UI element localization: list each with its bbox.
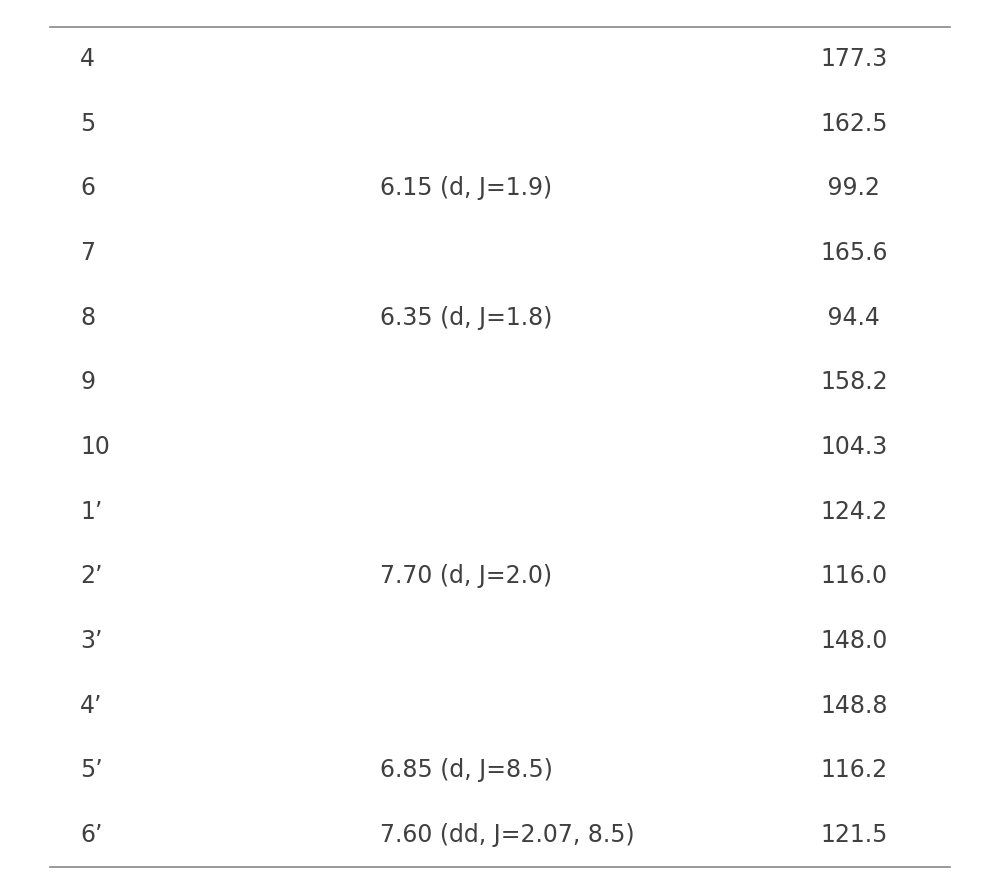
Text: 1’: 1’ (80, 500, 102, 524)
Text: 3’: 3’ (80, 629, 103, 653)
Text: 148.8: 148.8 (820, 694, 888, 718)
Text: 116.2: 116.2 (820, 758, 887, 782)
Text: 8: 8 (80, 305, 95, 329)
Text: 6.35 (d, J=1.8): 6.35 (d, J=1.8) (380, 305, 552, 329)
Text: 7: 7 (80, 241, 95, 265)
Text: 7.60 (dd, J=2.07, 8.5): 7.60 (dd, J=2.07, 8.5) (380, 823, 635, 847)
Text: 116.0: 116.0 (820, 565, 887, 589)
Text: 99.2: 99.2 (820, 176, 880, 200)
Text: 158.2: 158.2 (820, 370, 888, 394)
Text: 5: 5 (80, 112, 95, 135)
Text: 6’: 6’ (80, 823, 103, 847)
Text: 94.4: 94.4 (820, 305, 880, 329)
Text: 177.3: 177.3 (820, 47, 887, 71)
Text: 6: 6 (80, 176, 95, 200)
Text: 2’: 2’ (80, 565, 103, 589)
Text: 5’: 5’ (80, 758, 103, 782)
Text: 121.5: 121.5 (820, 823, 887, 847)
Text: 104.3: 104.3 (820, 435, 887, 459)
Text: 7.70 (d, J=2.0): 7.70 (d, J=2.0) (380, 565, 552, 589)
Text: 162.5: 162.5 (820, 112, 888, 135)
Text: 4’: 4’ (80, 694, 103, 718)
Text: 124.2: 124.2 (820, 500, 887, 524)
Text: 9: 9 (80, 370, 95, 394)
Text: 6.85 (d, J=8.5): 6.85 (d, J=8.5) (380, 758, 553, 782)
Text: 148.0: 148.0 (820, 629, 887, 653)
Text: 4: 4 (80, 47, 95, 71)
Text: 165.6: 165.6 (820, 241, 888, 265)
Text: 6.15 (d, J=1.9): 6.15 (d, J=1.9) (380, 176, 552, 200)
Text: 10: 10 (80, 435, 110, 459)
